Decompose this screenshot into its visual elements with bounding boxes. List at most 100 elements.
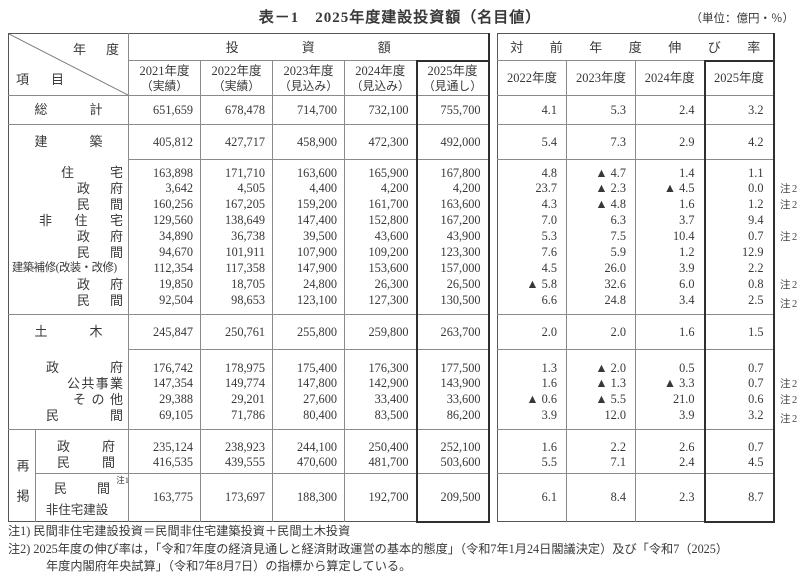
year-header: 2025年度 （見通し） — [415, 59, 489, 96]
saikei-label-cell: 再掲 — [8, 429, 36, 522]
amount-cell: 171,710 — [200, 159, 273, 181]
row-label: 民 間 — [57, 454, 115, 470]
growth-cell: 2.0 — [497, 314, 567, 350]
corner-year-label: 年 度 — [73, 42, 119, 57]
year-header: 2023年度 — [566, 60, 636, 96]
row-label-cell: 非 住 宅 — [9, 213, 129, 229]
growth-cell: 4.3 — [541, 197, 557, 212]
row-label-cell: 住 宅 — [9, 160, 129, 181]
growth-cell: 1.6 — [635, 196, 705, 213]
amount-cell: 176,742 — [128, 349, 201, 376]
growth-cell: 2.3 — [635, 473, 705, 522]
amount-cell: 167,800 — [415, 159, 489, 181]
amount-cell: 152,800 — [344, 212, 417, 229]
row-label-cell: 土 木 — [8, 314, 129, 350]
amount-cell: 4,200 — [415, 180, 489, 197]
amount-cell: 29,201 — [200, 391, 273, 408]
amount-cell: 159,200 — [272, 196, 345, 213]
growth-header: 対 前 年 度 伸 び 率 — [510, 40, 761, 56]
amount-cell: 123,100 — [272, 292, 345, 315]
growth-cell: ▲ 4.7 — [566, 159, 636, 181]
tables-area: 年 度項 目 投 資 額 2021年度 （実績） 2022年度 （実績） 2023年度 （見込… — [0, 33, 800, 523]
row-label: 公共事業 — [67, 375, 123, 391]
growth-cell: 0.5 — [635, 349, 705, 376]
amount-cell: 163,775 — [128, 473, 201, 522]
growth-cell: 1.6 — [497, 429, 567, 456]
amount-cell: 250,400 — [344, 429, 417, 456]
row-label-cell: 民 間 — [9, 197, 129, 213]
amount-cell: 472,300 — [344, 124, 417, 160]
amount-cell: 177,500 — [415, 349, 489, 376]
amount-cell: 92,504 — [128, 292, 201, 315]
growth-cell: 1.6 — [541, 376, 557, 391]
amount-cell: 36,738 — [200, 228, 273, 245]
row-label: 政 府 — [77, 276, 123, 292]
row-label: 民 間注1 — [54, 474, 129, 496]
row-label-line2: 非住宅建設 — [45, 502, 109, 517]
table-title: 表－1 2025年度建設投資額（名目値） — [258, 10, 542, 26]
saikei-label: 再掲 — [14, 459, 30, 519]
row-label-cell: 総 計 — [8, 95, 129, 125]
growth-cell: 2.6 — [635, 429, 705, 456]
amount-cell: 178,975 — [200, 349, 273, 376]
amount-cell: 147,900 — [272, 260, 345, 277]
growth-cell: 5.3 — [541, 229, 557, 244]
amount-cell: 252,100 — [415, 429, 489, 456]
amount-cell: 259,800 — [344, 314, 417, 350]
row-label: 建 築 — [34, 134, 103, 150]
amount-cell: 19,850 — [128, 276, 201, 293]
row-label-cell: 民 間 — [9, 245, 129, 261]
amount-cell: 263,700 — [415, 314, 489, 350]
row-label: 政 府 — [77, 180, 123, 196]
growth-cell: 7.3 — [566, 124, 636, 160]
growth-cell: 3.2 — [703, 407, 774, 430]
amount-cell: 4,200 — [344, 180, 417, 197]
growth-cell: 0.6 — [703, 391, 774, 408]
note2-marker: 注2 — [780, 299, 799, 310]
amount-cell: 149,774 — [200, 375, 273, 392]
amount-cell: 163,600 — [415, 196, 489, 213]
amount-cell: 188,300 — [272, 473, 345, 522]
amount-cell: 117,358 — [200, 260, 273, 277]
amount-cell: 138,649 — [200, 212, 273, 229]
amount-cell: 678,478 — [200, 95, 273, 125]
footnote-2: 注2) 2025年度の伸び率は，「令和7年度の経済見通しと経済財政運営の基本的態… — [8, 541, 729, 574]
amount-cell: 209,500 — [415, 473, 489, 523]
growth-cell: 4.5 — [541, 261, 557, 276]
year-header: 2024年度 — [635, 60, 705, 96]
growth-cell: 0.7 — [703, 375, 774, 392]
note1-superscript: 注1 — [116, 474, 129, 485]
amount-cell: 98,653 — [200, 292, 273, 315]
row-label-cell: 民 間 — [9, 293, 129, 315]
growth-cell: 7.5 — [566, 228, 636, 245]
growth-cell: 4.2 — [703, 124, 774, 160]
corner-cell: 年 度項 目 — [9, 34, 129, 96]
growth-cell: ▲ 4.5 — [635, 180, 705, 197]
amount-cell: 29,388 — [128, 391, 201, 408]
row-label: 政 府 — [57, 438, 115, 454]
note2-marker: 注2 — [780, 414, 799, 425]
row-label: 政 府 — [77, 228, 123, 244]
unit-note: （単位：億円・％） — [690, 13, 795, 25]
growth-cell: 12.0 — [566, 407, 636, 430]
row-label: 政 府 — [46, 359, 123, 375]
note2-marker: 注2 — [780, 184, 799, 195]
diagonal-line — [9, 34, 128, 95]
amount-cell: 94,670 — [128, 244, 201, 261]
amount-cell: 71,786 — [200, 407, 273, 430]
amount-cell: 458,900 — [272, 124, 345, 160]
amount-cell: 163,600 — [272, 159, 345, 181]
amount-cell: 176,300 — [344, 349, 417, 376]
amount-cell: 173,697 — [200, 473, 273, 522]
amount-cell: 416,535 — [128, 455, 201, 474]
amount-cell: 732,100 — [344, 95, 417, 125]
amount-cell: 34,890 — [128, 228, 201, 245]
investment-table: 年 度項 目 投 資 額 2021年度 （実績） 2022年度 （実績） 2023年度 （見込… — [8, 33, 490, 523]
growth-cell: 3.2 — [703, 95, 774, 125]
row-label-cell: 建築補修(改装・改修) — [9, 261, 129, 277]
row-label: 総 計 — [34, 102, 103, 118]
row-label-cell: 民 間注1 非住宅建設 — [35, 473, 129, 522]
amount-cell: 3,642 — [128, 180, 201, 197]
amount-cell: 127,300 — [344, 292, 417, 315]
growth-cell: 1.3 — [497, 349, 567, 376]
